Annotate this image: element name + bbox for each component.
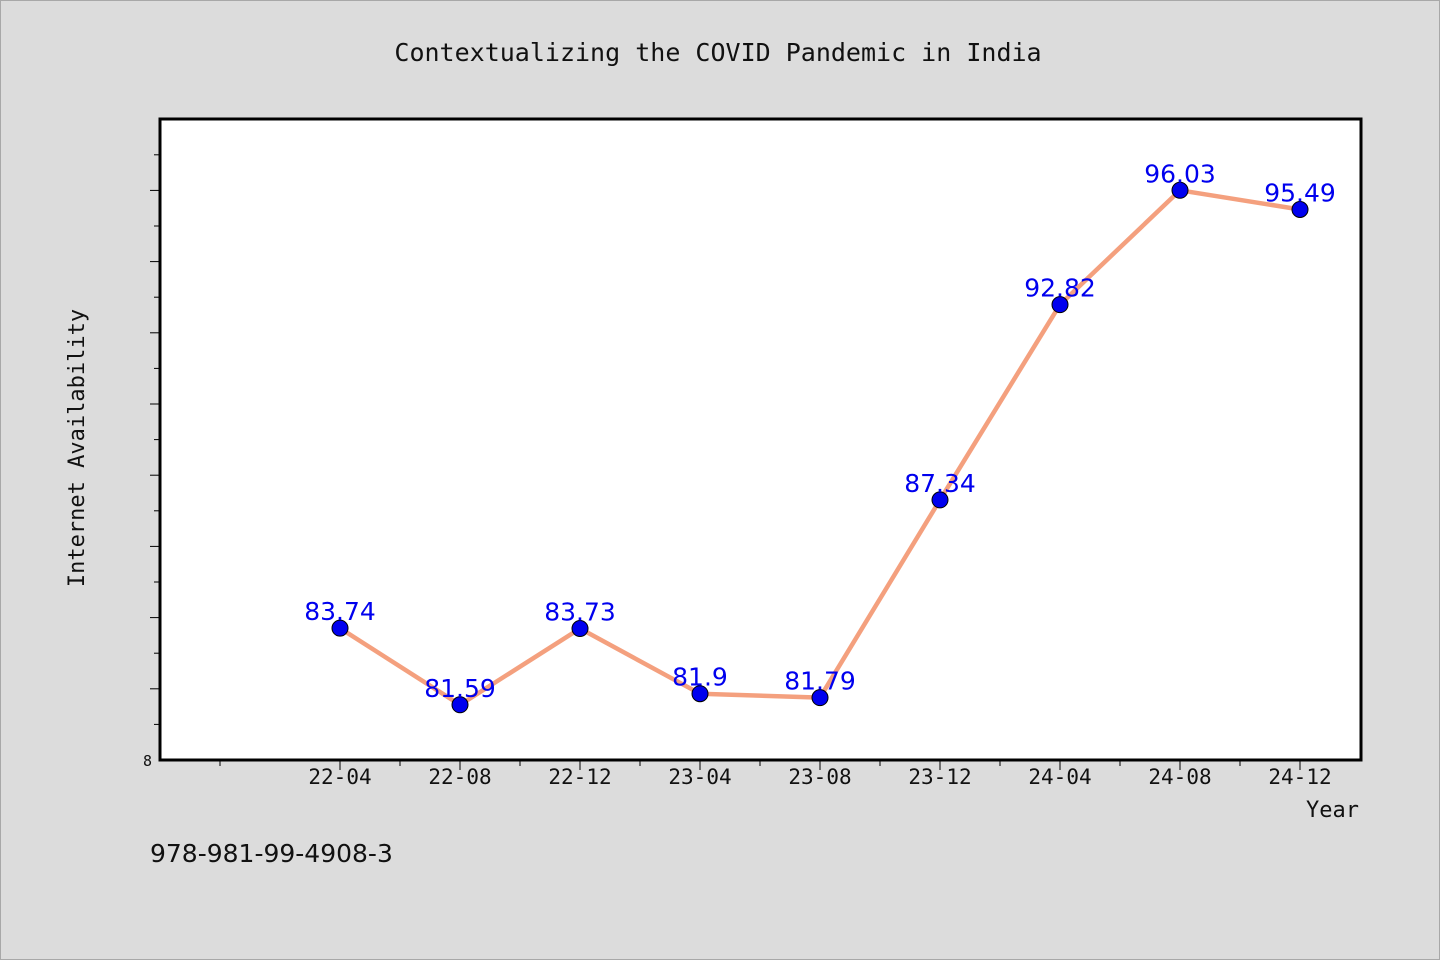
data-labels: 83.74 81.59 83.73 81.9 81.79 87.34 92.82 96.03 9… bbox=[304, 159, 1336, 703]
data-point bbox=[1171, 181, 1189, 199]
data-label: 83.73 bbox=[544, 598, 616, 627]
data-label: 96.03 bbox=[1144, 159, 1216, 188]
footnote: 978-981-99-4908-3 bbox=[150, 839, 393, 868]
x-tick-label: 23-12 bbox=[908, 765, 971, 789]
x-tick-label: 22-04 bbox=[308, 765, 371, 789]
x-tick-label: 22-12 bbox=[548, 765, 611, 789]
y-axis-ticks bbox=[150, 154, 160, 725]
x-tick-label: 24-12 bbox=[1268, 765, 1331, 789]
data-label: 83.74 bbox=[304, 597, 376, 626]
x-tick-label: 23-04 bbox=[668, 765, 731, 789]
data-point bbox=[1051, 296, 1069, 314]
data-label: 81.9 bbox=[672, 663, 728, 692]
chart-title: Contextualizing the COVID Pandemic in In… bbox=[394, 38, 1041, 67]
y-axis-label: Internet Availability bbox=[65, 309, 90, 587]
data-label: 92.82 bbox=[1024, 274, 1096, 303]
data-point bbox=[571, 620, 589, 638]
data-markers bbox=[331, 181, 1309, 714]
data-label: 87.34 bbox=[904, 469, 976, 498]
data-label: 95.49 bbox=[1264, 179, 1336, 208]
data-point bbox=[691, 685, 709, 703]
data-point bbox=[451, 696, 469, 714]
data-point bbox=[931, 491, 949, 509]
x-tick-label: 22-08 bbox=[428, 765, 491, 789]
data-point bbox=[811, 689, 829, 707]
x-tick-label: 24-08 bbox=[1148, 765, 1211, 789]
x-axis-ticks: 22-04 22-08 22-12 23-04 23-08 23-12 24-04 24-08… bbox=[219, 760, 1332, 789]
x-axis-label: Year bbox=[1306, 798, 1359, 823]
x-tick-label: 24-04 bbox=[1028, 765, 1091, 789]
data-point bbox=[1291, 201, 1309, 219]
data-label: 81.79 bbox=[784, 667, 856, 696]
plot-area bbox=[158, 117, 1363, 762]
data-label: 81.59 bbox=[424, 674, 496, 703]
data-point bbox=[331, 619, 349, 637]
y-axis-min-label: 8 bbox=[143, 752, 152, 770]
x-tick-label: 23-08 bbox=[788, 765, 851, 789]
